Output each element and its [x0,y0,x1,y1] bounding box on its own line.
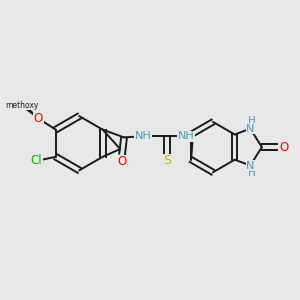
Text: O: O [118,155,127,168]
Text: methoxy: methoxy [5,101,38,110]
Text: O: O [118,155,127,168]
Text: S: S [163,154,171,167]
Text: Cl: Cl [31,154,42,167]
Text: NH: NH [135,131,152,141]
Text: NH: NH [135,131,152,141]
Text: S: S [163,154,171,167]
Text: O: O [34,112,43,124]
Text: Cl: Cl [31,154,42,167]
Text: O: O [280,141,289,154]
Text: N: N [246,124,254,134]
Text: N: N [246,124,254,134]
Text: H: H [248,116,256,126]
Text: NH: NH [178,131,194,141]
Text: N: N [246,160,254,170]
Text: H: H [248,116,256,126]
Text: H: H [248,168,256,178]
Text: N: N [246,160,254,170]
Text: NH: NH [178,131,194,141]
Text: H: H [248,168,256,178]
Text: O: O [34,112,43,124]
Text: O: O [280,141,289,154]
